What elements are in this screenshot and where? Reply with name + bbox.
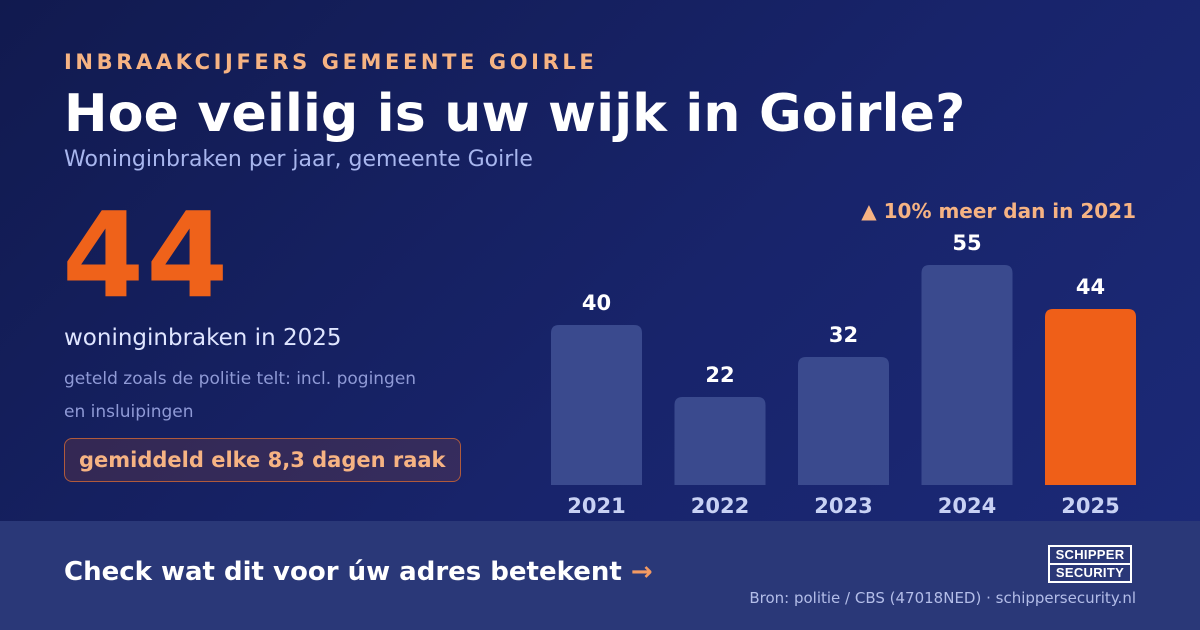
category-label-2022: 2022	[691, 494, 749, 518]
page-title: Hoe veilig is uw wijk in Goirle?	[64, 84, 966, 144]
value-label-2024: 55	[952, 231, 981, 255]
logo-text-bottom: SECURITY	[1050, 563, 1130, 581]
source-note: Bron: politie / CBS (47018NED) · schippe…	[749, 589, 1136, 607]
footer-bar	[0, 521, 1200, 630]
eyebrow: INBRAAKCIJFERS GEMEENTE GOIRLE	[64, 50, 598, 74]
bar-2021	[551, 325, 642, 485]
value-label-2021: 40	[582, 291, 611, 315]
brand-logo: SCHIPPER SECURITY	[1048, 545, 1132, 583]
value-label-2023: 32	[829, 323, 858, 347]
category-label-2025: 2025	[1061, 494, 1119, 518]
page-subtitle: Woninginbraken per jaar, gemeente Goirle	[64, 147, 533, 172]
category-label-2021: 2021	[567, 494, 625, 518]
cta-link[interactable]: Check wat dit voor úw adres betekent →	[64, 557, 653, 587]
bar-chart: ▲ 10% meer dan in 2021 40 2021 22 2022 32 202…	[551, 199, 1136, 518]
logo-text-top: SCHIPPER	[1055, 547, 1125, 562]
value-label-2025: 44	[1076, 275, 1105, 299]
bar-2023	[798, 357, 889, 485]
bar-2024	[921, 265, 1013, 485]
highlight-label: woninginbraken in 2025	[64, 325, 342, 351]
category-label-2024: 2024	[938, 494, 996, 518]
value-label-2022: 22	[705, 363, 734, 387]
cta-text[interactable]: Check wat dit voor úw adres betekent	[64, 557, 622, 587]
bar-2025	[1045, 309, 1136, 485]
bar-2022	[674, 397, 766, 485]
arrow-right-icon[interactable]: →	[630, 557, 653, 587]
category-label-2023: 2023	[814, 494, 872, 518]
highlight-number: 44	[62, 186, 231, 324]
highlight-note: geteld zoals de politie telt: incl. pogi…	[64, 369, 417, 422]
chart-annotation: ▲ 10% meer dan in 2021	[861, 199, 1136, 223]
frequency-badge: gemiddeld elke 8,3 dagen raak	[64, 438, 461, 482]
